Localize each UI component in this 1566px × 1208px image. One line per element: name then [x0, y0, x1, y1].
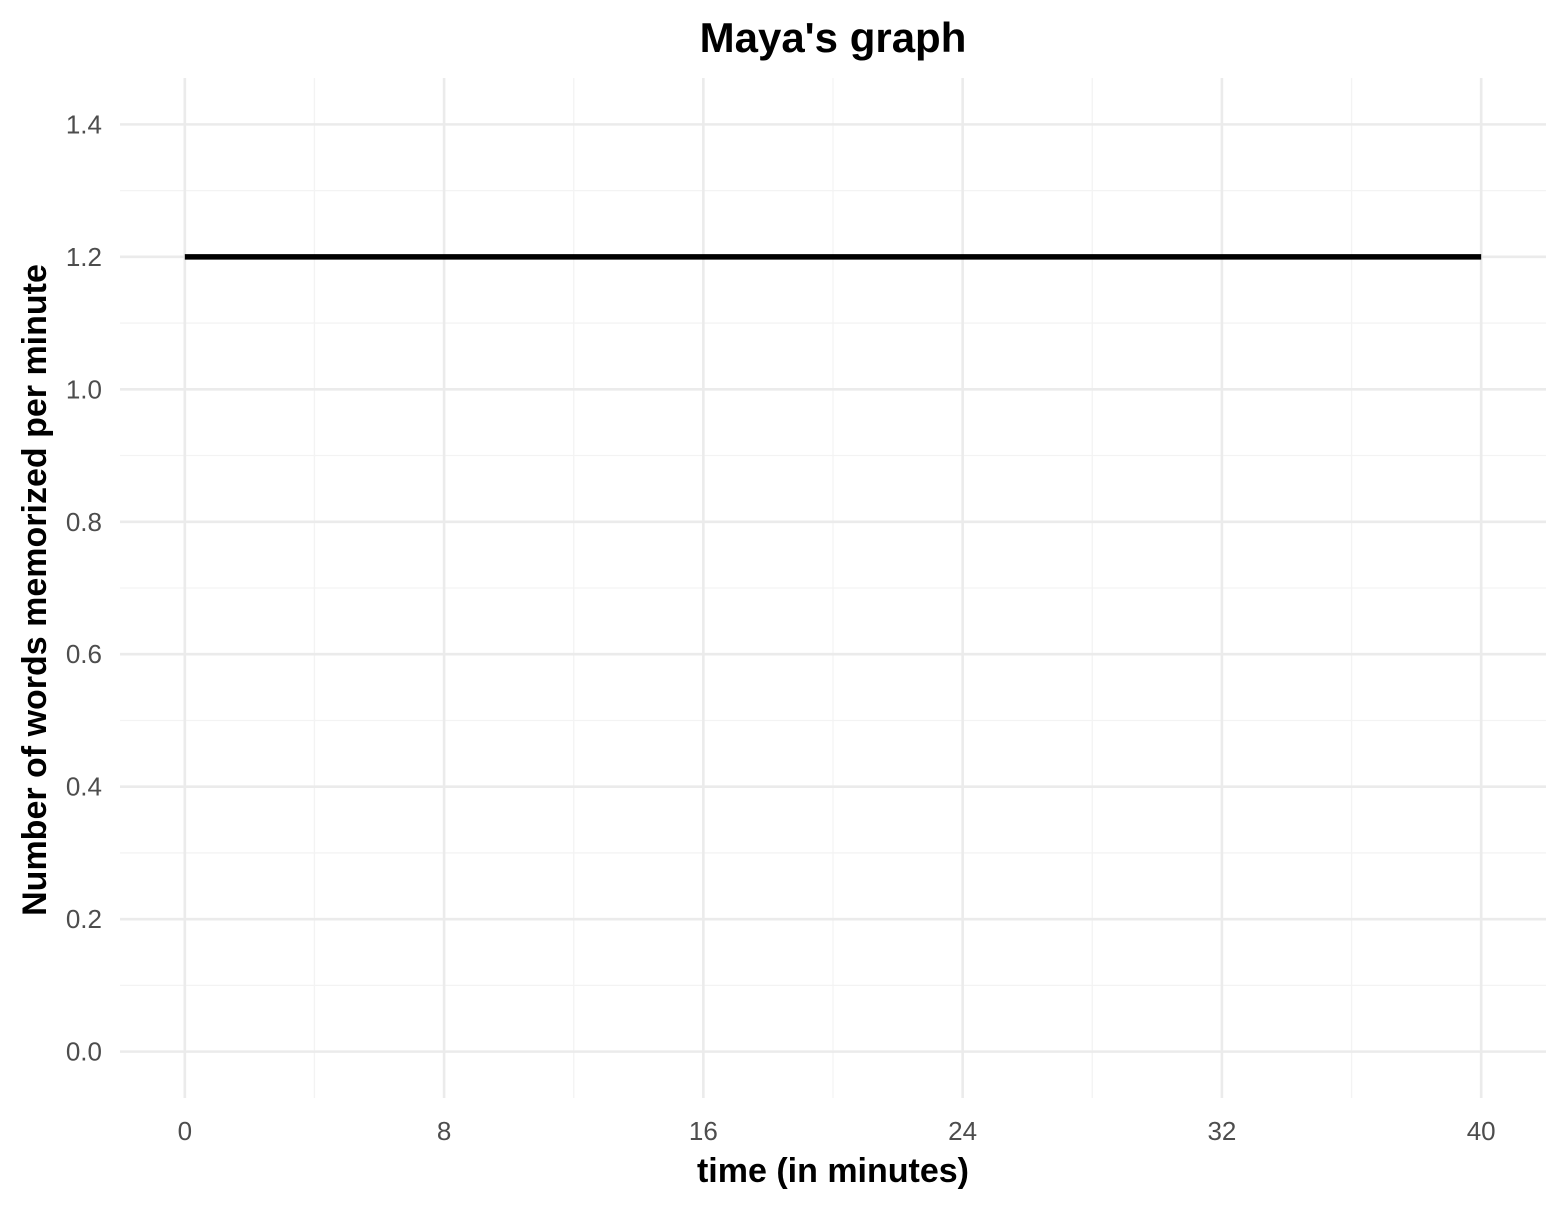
x-axis-label: time (in minutes) [697, 1152, 969, 1190]
x-tick-label: 24 [948, 1116, 977, 1146]
x-tick-label: 40 [1467, 1116, 1496, 1146]
y-tick-label: 1.0 [66, 374, 102, 404]
y-tick-label: 0.6 [66, 639, 102, 669]
y-tick-label: 0.0 [66, 1037, 102, 1067]
y-tick-label: 0.4 [66, 772, 102, 802]
y-axis-ticks: 0.0 0.2 0.4 0.6 0.8 1.0 1.2 1.4 [66, 109, 102, 1066]
x-tick-label: 0 [178, 1116, 192, 1146]
minor-gridlines [120, 78, 1546, 1098]
y-tick-label: 1.4 [66, 109, 102, 139]
y-tick-label: 1.2 [66, 242, 102, 272]
y-axis-label: Number of words memorized per minute [16, 264, 54, 916]
x-tick-label: 32 [1207, 1116, 1236, 1146]
chart-title: Maya's graph [700, 14, 967, 61]
x-tick-label: 16 [689, 1116, 718, 1146]
x-axis-ticks: 0 8 16 24 32 40 [178, 1116, 1496, 1146]
y-tick-label: 0.2 [66, 904, 102, 934]
y-tick-label: 0.8 [66, 507, 102, 537]
x-tick-label: 8 [437, 1116, 451, 1146]
